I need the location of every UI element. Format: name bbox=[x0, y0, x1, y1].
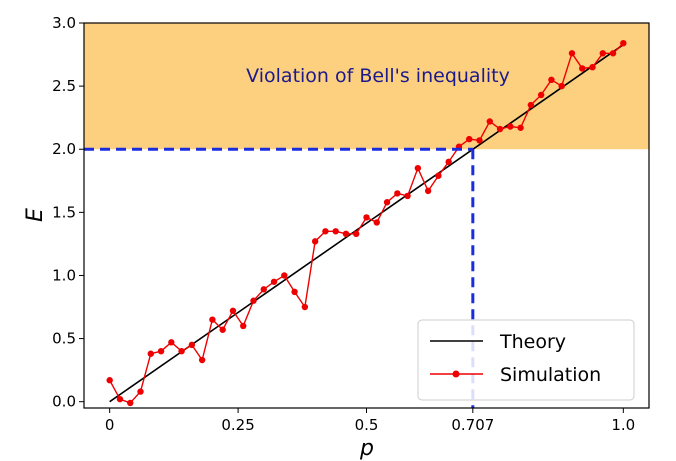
theory-line bbox=[109, 44, 624, 403]
y-tick-label: 3.0 bbox=[52, 14, 76, 32]
simulation-point bbox=[599, 50, 606, 57]
simulation-point bbox=[476, 137, 483, 144]
simulation-point bbox=[342, 230, 350, 238]
violation-label: Violation of Bell's inequality bbox=[246, 65, 510, 87]
simulation-point bbox=[311, 238, 319, 245]
simulation-point bbox=[548, 76, 555, 84]
simulation-point bbox=[517, 124, 524, 131]
simulation-point bbox=[424, 187, 432, 195]
x-tick-label: 1.0 bbox=[611, 416, 635, 434]
simulation-point bbox=[363, 214, 370, 221]
y-tick-label: 1.0 bbox=[52, 266, 76, 284]
simulation-point bbox=[558, 82, 565, 90]
y-tick-label: 0.0 bbox=[52, 393, 76, 411]
simulation-point bbox=[147, 350, 154, 357]
simulation-point bbox=[589, 63, 596, 71]
simulation-point bbox=[466, 135, 473, 143]
y-tick-label: 2.5 bbox=[52, 77, 76, 95]
simulation-point bbox=[496, 125, 504, 133]
simulation-point bbox=[127, 399, 134, 407]
simulation-point bbox=[507, 123, 514, 130]
simulation-point bbox=[209, 316, 216, 323]
violation-region bbox=[84, 23, 649, 150]
simulation-point bbox=[229, 307, 237, 315]
simulation-point bbox=[353, 230, 360, 238]
legend-box bbox=[417, 319, 635, 401]
y-tick-label: 1.5 bbox=[52, 203, 76, 221]
simulation-point bbox=[240, 322, 247, 330]
x-tick-label: 0 bbox=[105, 416, 115, 434]
simulation-point bbox=[270, 278, 278, 285]
simulation-point bbox=[291, 288, 298, 296]
simulation-point bbox=[198, 356, 206, 364]
simulation-point bbox=[579, 65, 586, 72]
simulation-point bbox=[157, 347, 165, 355]
simulation-point bbox=[322, 228, 329, 235]
simulation-point bbox=[537, 91, 545, 99]
simulation-point bbox=[486, 118, 493, 125]
simulation-point bbox=[373, 219, 380, 226]
simulation-point bbox=[301, 303, 309, 311]
legend-simulation-label: Simulation bbox=[500, 364, 601, 386]
y-tick-label: 0.5 bbox=[52, 330, 76, 348]
simulation-point bbox=[394, 190, 401, 197]
simulation-point bbox=[332, 228, 339, 235]
x-tick-label: 0.707 bbox=[451, 416, 494, 434]
simulation-point bbox=[383, 199, 391, 206]
simulation-point bbox=[445, 158, 452, 166]
y-axis-label: E bbox=[23, 208, 48, 222]
legend-simulation-marker bbox=[452, 370, 460, 378]
x-axis-label: p bbox=[359, 436, 374, 461]
simulation-point bbox=[281, 272, 288, 279]
simulation-point bbox=[609, 50, 617, 57]
simulation-point bbox=[219, 326, 226, 333]
simulation-point bbox=[178, 347, 185, 355]
simulation-point bbox=[527, 101, 535, 109]
simulation-point bbox=[260, 286, 267, 293]
simulation-point bbox=[568, 50, 576, 57]
legend: Theory Simulation bbox=[417, 319, 635, 401]
simulation-point bbox=[435, 172, 442, 179]
simulation-point bbox=[106, 377, 113, 384]
x-tick-label: 0.25 bbox=[221, 416, 254, 434]
simulation-point bbox=[137, 388, 144, 395]
simulation-point bbox=[116, 395, 124, 403]
simulation-point bbox=[620, 39, 627, 47]
simulation-point bbox=[250, 297, 257, 304]
simulation-point bbox=[414, 164, 422, 172]
x-tick-label: 0.5 bbox=[355, 416, 379, 434]
simulation-point bbox=[404, 192, 411, 200]
simulation-point bbox=[168, 339, 175, 346]
simulation-point bbox=[188, 341, 196, 349]
y-tick-label: 2.0 bbox=[52, 140, 76, 158]
legend-theory-label: Theory bbox=[499, 331, 566, 353]
